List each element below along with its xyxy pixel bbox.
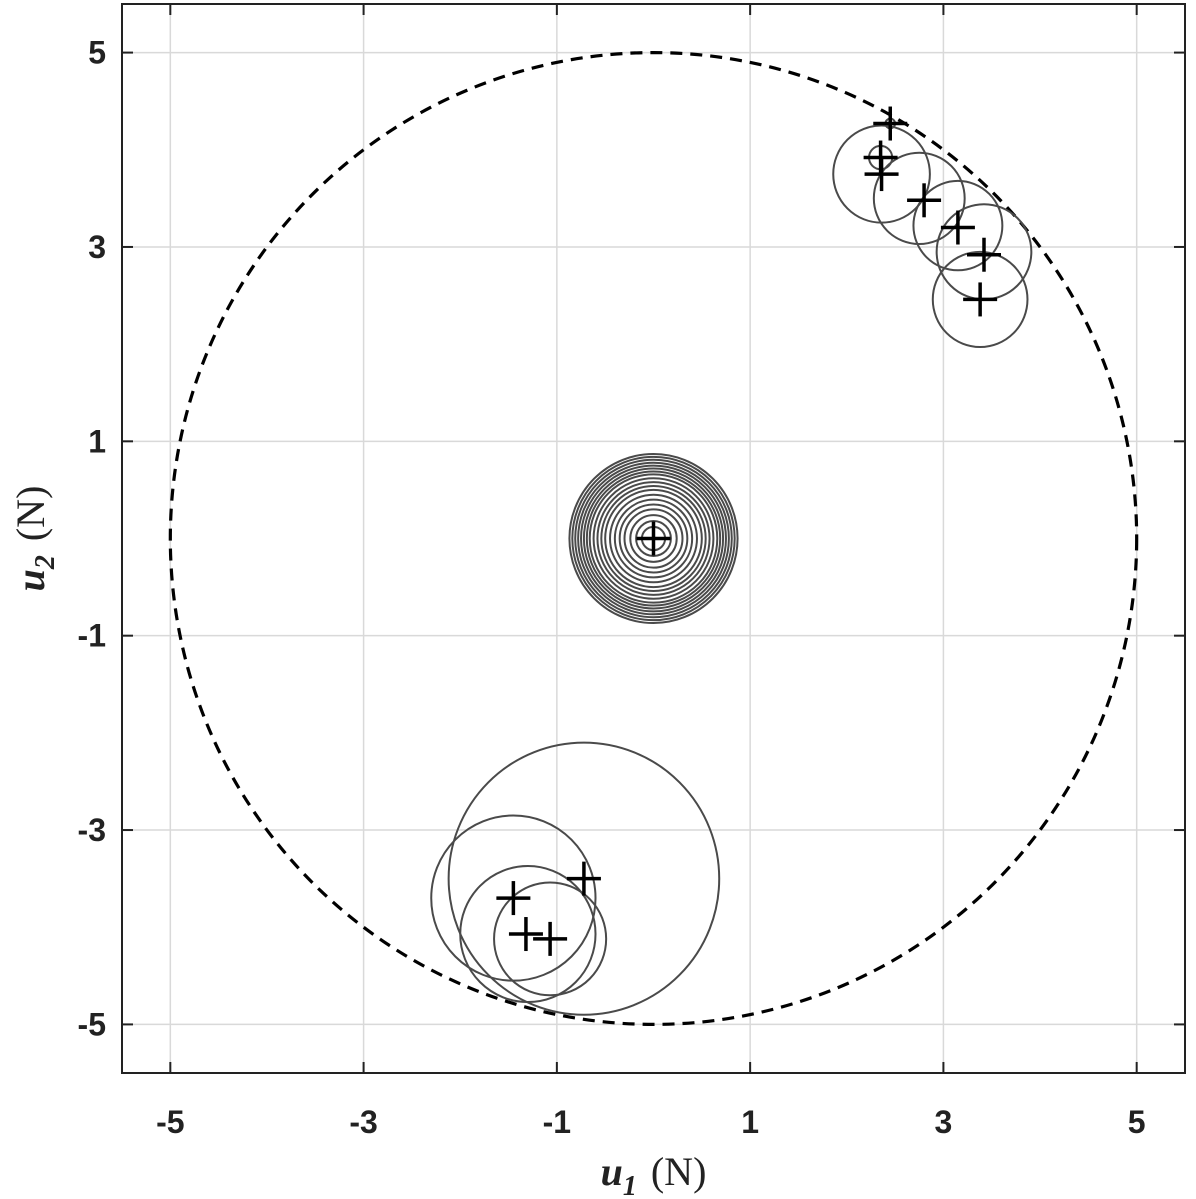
y-tick-label: -5 xyxy=(78,1006,106,1042)
plus-marker xyxy=(496,881,531,916)
uncertainty-circle xyxy=(931,250,1029,349)
uncertainty-circle xyxy=(588,473,719,604)
uncertainty-circle xyxy=(580,464,727,613)
y-tick-label: 3 xyxy=(88,229,106,265)
x-tick-label: -5 xyxy=(156,1104,184,1140)
x-tick-label: -1 xyxy=(543,1104,571,1140)
uncertainty-circle xyxy=(493,881,608,997)
uncertainty-circle xyxy=(577,461,730,616)
x-axis-label-symbol: u xyxy=(601,1149,623,1194)
y-tick-label: -1 xyxy=(78,618,106,654)
uncertainty-circle xyxy=(600,485,707,592)
plus-marker xyxy=(907,183,942,218)
plus-marker xyxy=(966,237,1001,272)
uncertainty-circle xyxy=(596,481,711,596)
plus-marker xyxy=(566,861,601,896)
x-tick-label: 5 xyxy=(1128,1104,1146,1140)
plus-marker xyxy=(533,921,568,956)
plus-marker xyxy=(508,917,543,952)
axes-box xyxy=(121,3,1186,1074)
uncertainty-circle xyxy=(629,514,678,563)
tick-labels: -5 -3 -1 1 3 5 -5 -3 -1 1 3 5 xyxy=(78,35,1146,1140)
uncertainty-circle xyxy=(613,498,694,579)
y-axis-label: u2 (N) xyxy=(8,486,61,592)
uncertainty-circle xyxy=(609,493,698,584)
y-tick-label: 1 xyxy=(88,423,106,459)
uncertainty-circle xyxy=(447,741,721,1016)
x-axis-label-unit: (N) xyxy=(651,1149,707,1194)
plus-marker xyxy=(873,106,908,141)
y-axis-label-subscript: 2 xyxy=(30,555,61,570)
uncertainty-circle xyxy=(459,865,597,1004)
uncertainty-circle xyxy=(623,508,684,569)
plus-marker xyxy=(864,157,899,192)
uncertainty-circle xyxy=(618,503,689,574)
boundary-circle xyxy=(168,50,1139,1027)
uncertainty-circle xyxy=(635,520,672,557)
x-tick-label: -3 xyxy=(349,1104,377,1140)
axes xyxy=(121,3,1186,1074)
uncertainty-circle xyxy=(582,467,725,610)
y-axis-label-unit: (N) xyxy=(8,486,53,542)
plus-marker xyxy=(963,282,998,317)
y-axis-label-symbol: u xyxy=(8,569,53,591)
x-axis-label: u1 (N) xyxy=(601,1149,707,1199)
uncertainty-circle xyxy=(872,151,966,246)
uncertainty-circle xyxy=(585,470,722,607)
x-tick-label: 3 xyxy=(935,1104,953,1140)
x-tick-label: 1 xyxy=(741,1104,759,1140)
uncertainty-circle xyxy=(592,477,715,600)
plus-marker xyxy=(636,521,671,556)
uncertainty-circle xyxy=(912,179,1004,272)
uncertainty-circle xyxy=(574,458,733,619)
uncertainty-circle xyxy=(604,488,703,589)
plot-area xyxy=(168,50,1139,1027)
plus-marker xyxy=(940,210,975,245)
uncertainty-circle xyxy=(571,455,736,622)
y-tick-label: -3 xyxy=(78,812,106,848)
x-axis-label-subscript: 1 xyxy=(623,1171,637,1199)
uncertainty-circle xyxy=(568,452,739,625)
y-tick-label: 5 xyxy=(88,35,106,71)
